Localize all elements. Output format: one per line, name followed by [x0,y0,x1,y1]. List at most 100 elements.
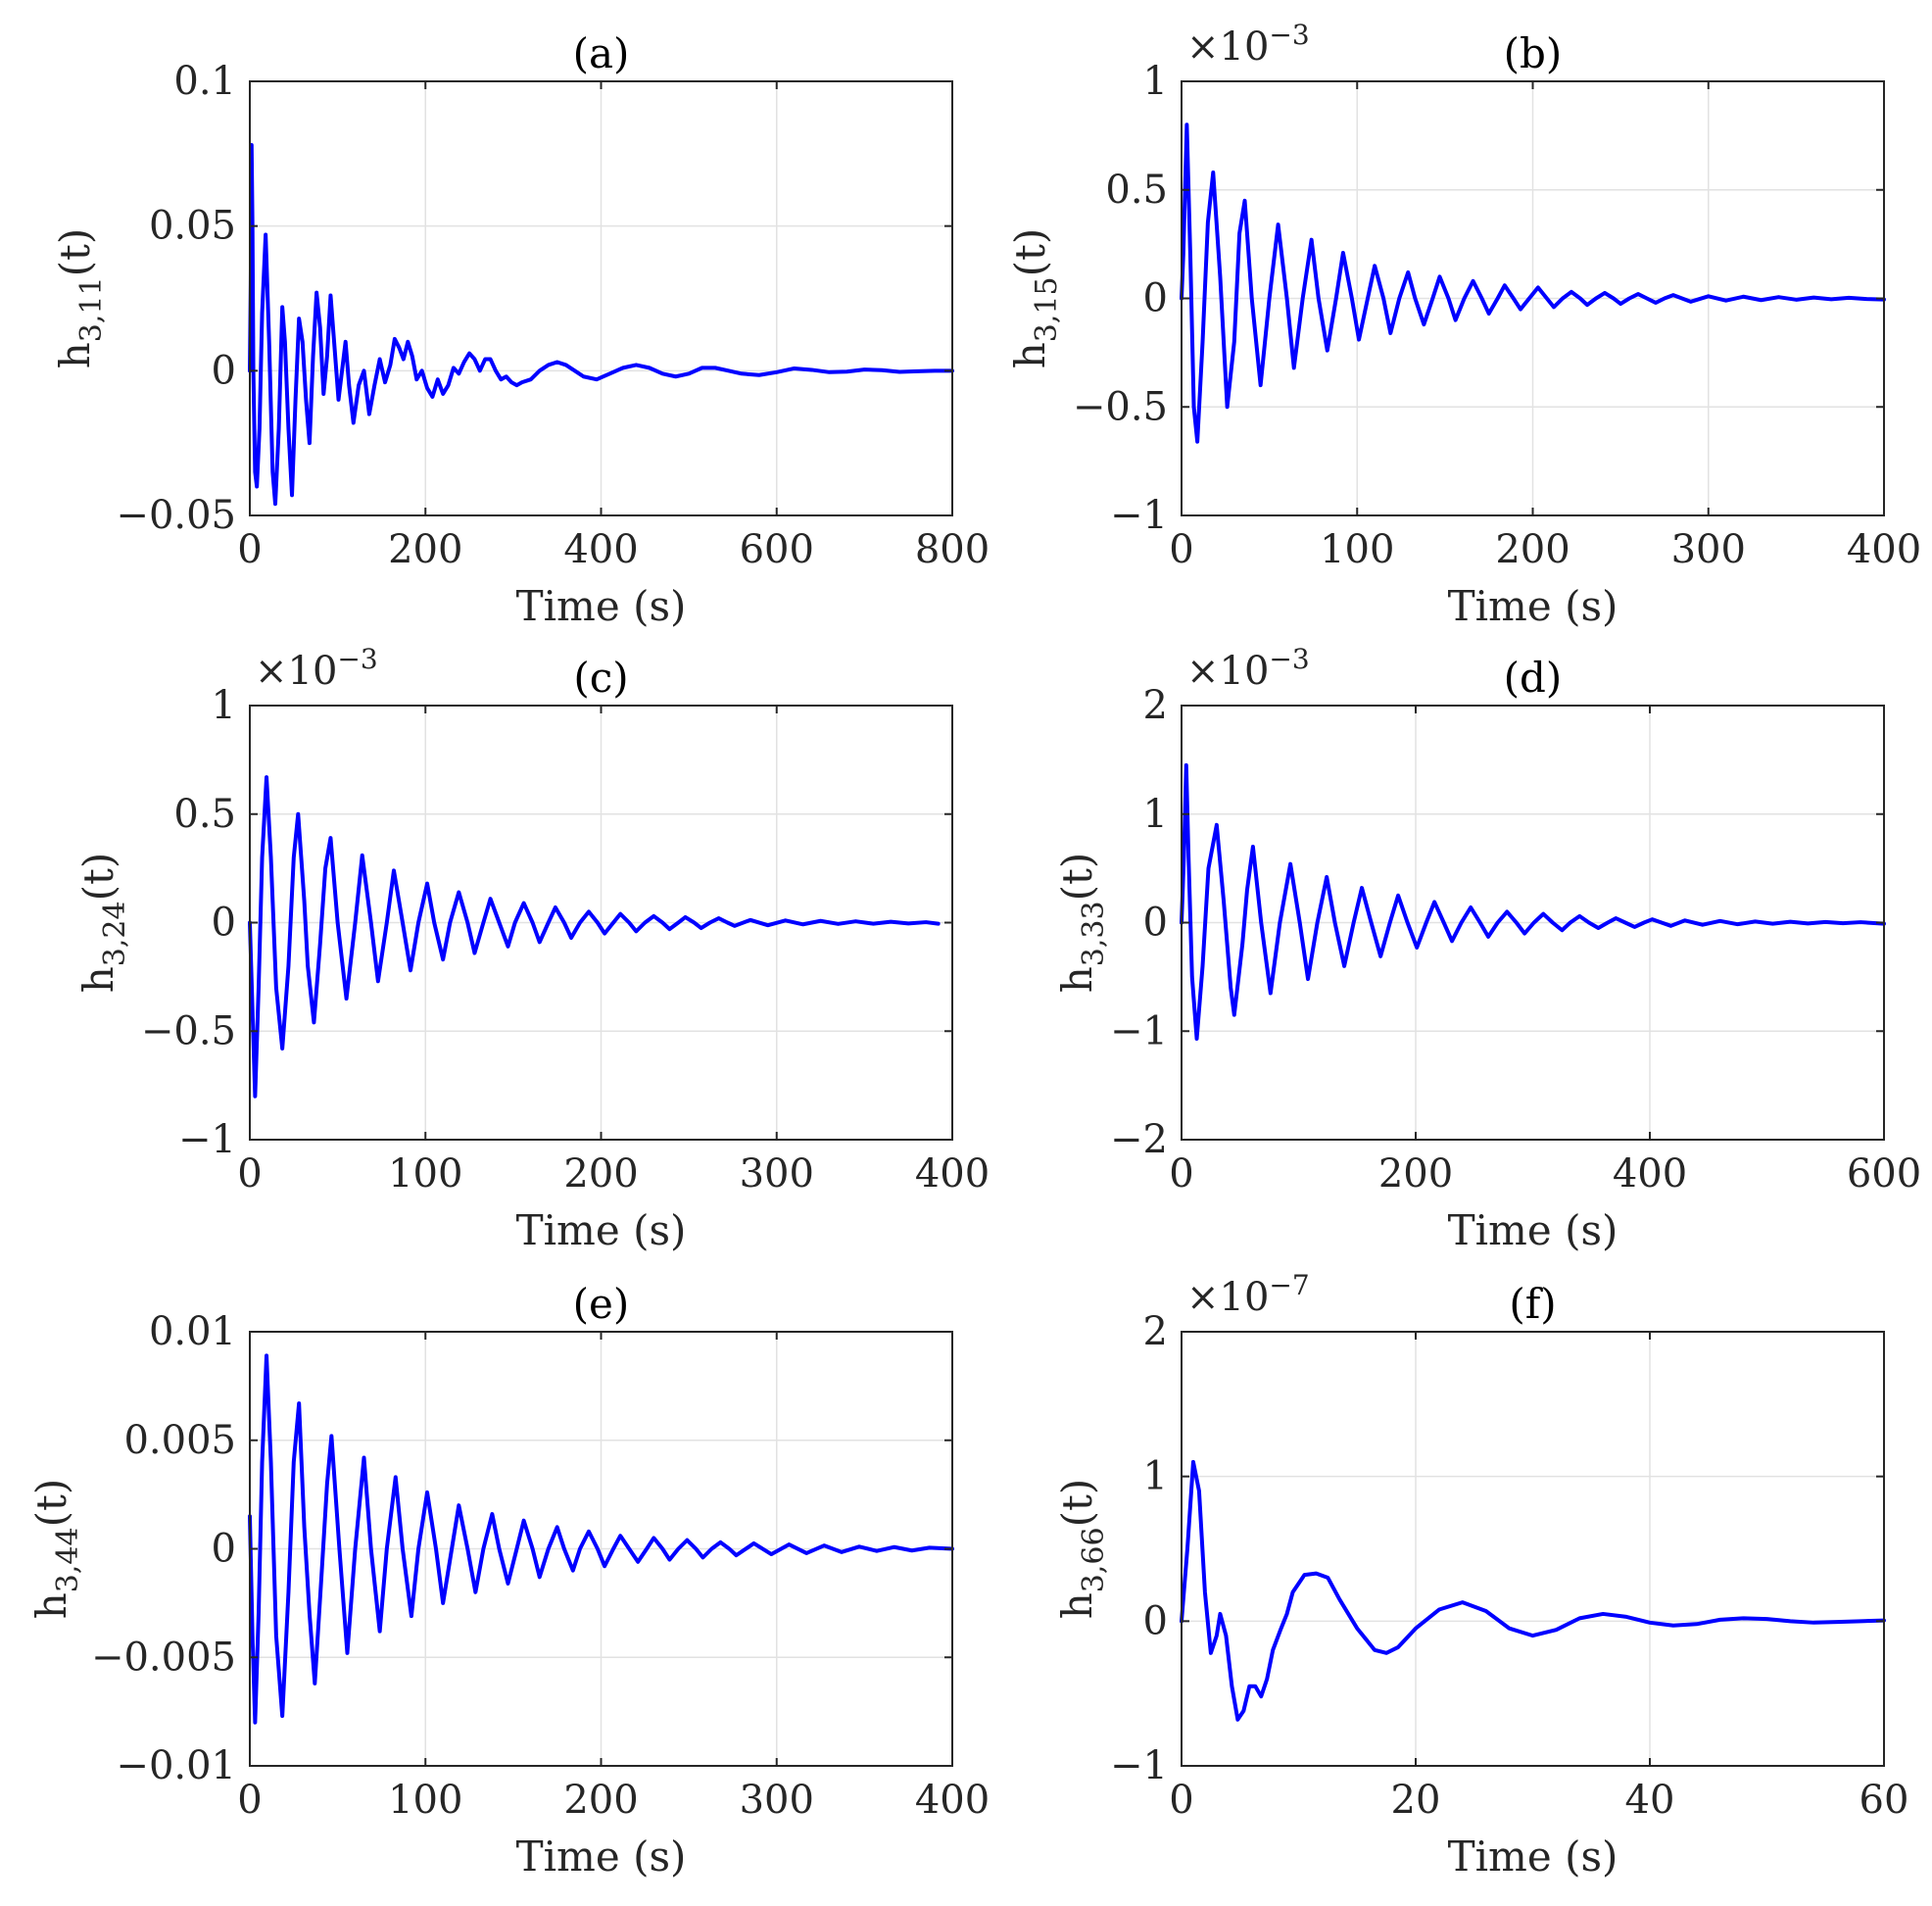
y-tick-label: 0 [212,1527,236,1572]
x-axis-label: Time (s) [516,1833,687,1881]
chart-panel-e: 0 100 200 300 400 −0.01 −0.005 0 0.005 0.01 (e) Tim… [27,1280,990,1881]
y-tick-label: 1 [212,683,236,728]
series-line [1180,122,1886,444]
axis-exponent: ×10−7 [1186,1269,1310,1320]
x-axis-label: Time (s) [516,582,687,630]
y-axis-label-subscript: 3,66 [1077,1527,1111,1592]
x-axis-label: Time (s) [1448,1833,1618,1881]
y-axis-label-main: h [74,966,122,993]
exponent-power: −3 [1269,19,1309,51]
y-tick-label: 0.05 [149,204,236,249]
y-tick-label: 0.005 [123,1418,236,1463]
y-axis-label-main: h [1053,1592,1101,1619]
y-axis-label-subscript: 3,44 [51,1527,85,1592]
y-tick-label: 0.01 [149,1309,236,1354]
y-axis-label-tail: (t) [1053,1479,1101,1528]
chart-panel-c: 0 100 200 300 400 −1 −0.5 0 0.5 1 (c) Time (s) h3,24… [74,643,990,1254]
x-tick-label: 200 [1495,527,1570,572]
y-tick-label: 1 [1143,792,1168,837]
chart-title: (e) [573,1280,630,1328]
x-tick-label: 400 [1847,527,1921,572]
y-tick-label: 0 [1143,901,1168,946]
series-line [248,142,954,507]
x-tick-label: 100 [388,1151,462,1197]
axis-exponent: ×10−3 [1186,19,1310,70]
x-axis-label: Time (s) [516,1206,687,1254]
x-tick-label: 300 [740,1151,814,1197]
exponent-base: ×10 [255,649,337,694]
x-tick-label: 0 [1169,1778,1193,1823]
x-tick-label: 100 [388,1778,462,1823]
y-tick-label: −0.05 [116,493,236,538]
x-tick-label: 400 [915,1778,990,1823]
y-axis-label-main: h [1006,342,1054,368]
y-tick-label: 2 [1143,683,1168,728]
y-axis-label-main: h [27,1592,75,1619]
x-tick-label: 0 [237,527,262,572]
exponent-power: −3 [1269,643,1309,675]
x-tick-label: 0 [237,1778,262,1823]
exponent-base: ×10 [1186,24,1269,70]
series-line [248,1353,954,1725]
y-axis-label-subscript: 3,15 [1030,276,1064,342]
y-tick-label: 0 [212,348,236,393]
x-tick-label: 800 [915,527,990,572]
y-axis-label: h3,11(t) [51,228,109,369]
y-tick-label: −0.5 [1073,384,1168,429]
x-tick-label: 600 [740,527,814,572]
y-tick-label: 1 [1143,1454,1168,1499]
x-tick-label: 0 [1169,1151,1193,1197]
x-tick-label: 400 [915,1151,990,1197]
x-tick-label: 40 [1625,1778,1675,1823]
y-tick-label: −0.005 [91,1635,236,1680]
y-axis-label-tail: (t) [1006,228,1054,277]
series-line [248,775,941,1099]
y-axis-label-subscript: 3,11 [74,276,109,342]
y-tick-label: 0 [1143,1598,1168,1643]
x-tick-label: 200 [1378,1151,1453,1197]
y-axis-label: h3,66(t) [1053,1479,1111,1620]
y-tick-label: −2 [1110,1117,1168,1162]
x-tick-label: 20 [1391,1778,1441,1823]
x-tick-label: 100 [1320,527,1394,572]
y-axis-label: h3,15(t) [1006,228,1064,369]
y-axis-label-tail: (t) [74,853,122,902]
y-tick-label: 0.5 [173,792,236,837]
x-tick-label: 200 [388,527,462,572]
exponent-base: ×10 [1186,1275,1269,1320]
x-tick-label: 400 [1613,1151,1687,1197]
x-tick-label: 600 [1847,1151,1921,1197]
y-tick-label: 0 [1143,276,1168,321]
y-axis-label-tail: (t) [51,228,99,277]
y-axis-label-tail: (t) [1053,853,1101,902]
y-axis-label: h3,33(t) [1053,853,1111,994]
exponent-power: −3 [337,643,377,675]
x-axis-label: Time (s) [1448,1206,1618,1254]
axis-exponent: ×10−3 [255,643,378,694]
y-tick-label: 0 [212,901,236,946]
y-tick-label: −1 [1110,1008,1168,1053]
x-tick-label: 200 [563,1151,638,1197]
x-tick-label: 200 [563,1778,638,1823]
chart-title: (a) [573,29,630,77]
y-axis-label-subscript: 3,24 [98,901,132,966]
exponent-base: ×10 [1186,649,1269,694]
y-tick-label: −1 [178,1117,236,1162]
chart-title: (c) [573,654,628,702]
y-tick-label: 0.5 [1105,168,1168,213]
y-axis-label-main: h [1053,966,1101,993]
y-tick-label: −1 [1110,1743,1168,1788]
y-axis-label-main: h [51,342,99,368]
x-tick-label: 400 [563,527,638,572]
y-axis-label: h3,24(t) [74,853,132,994]
x-tick-label: 300 [740,1778,814,1823]
x-tick-label: 0 [1169,527,1193,572]
x-axis-label: Time (s) [1448,582,1618,630]
exponent-power: −7 [1269,1269,1309,1301]
y-tick-label: 1 [1143,59,1168,104]
axis-exponent: ×10−3 [1186,643,1310,694]
chart-title: (b) [1504,29,1563,77]
